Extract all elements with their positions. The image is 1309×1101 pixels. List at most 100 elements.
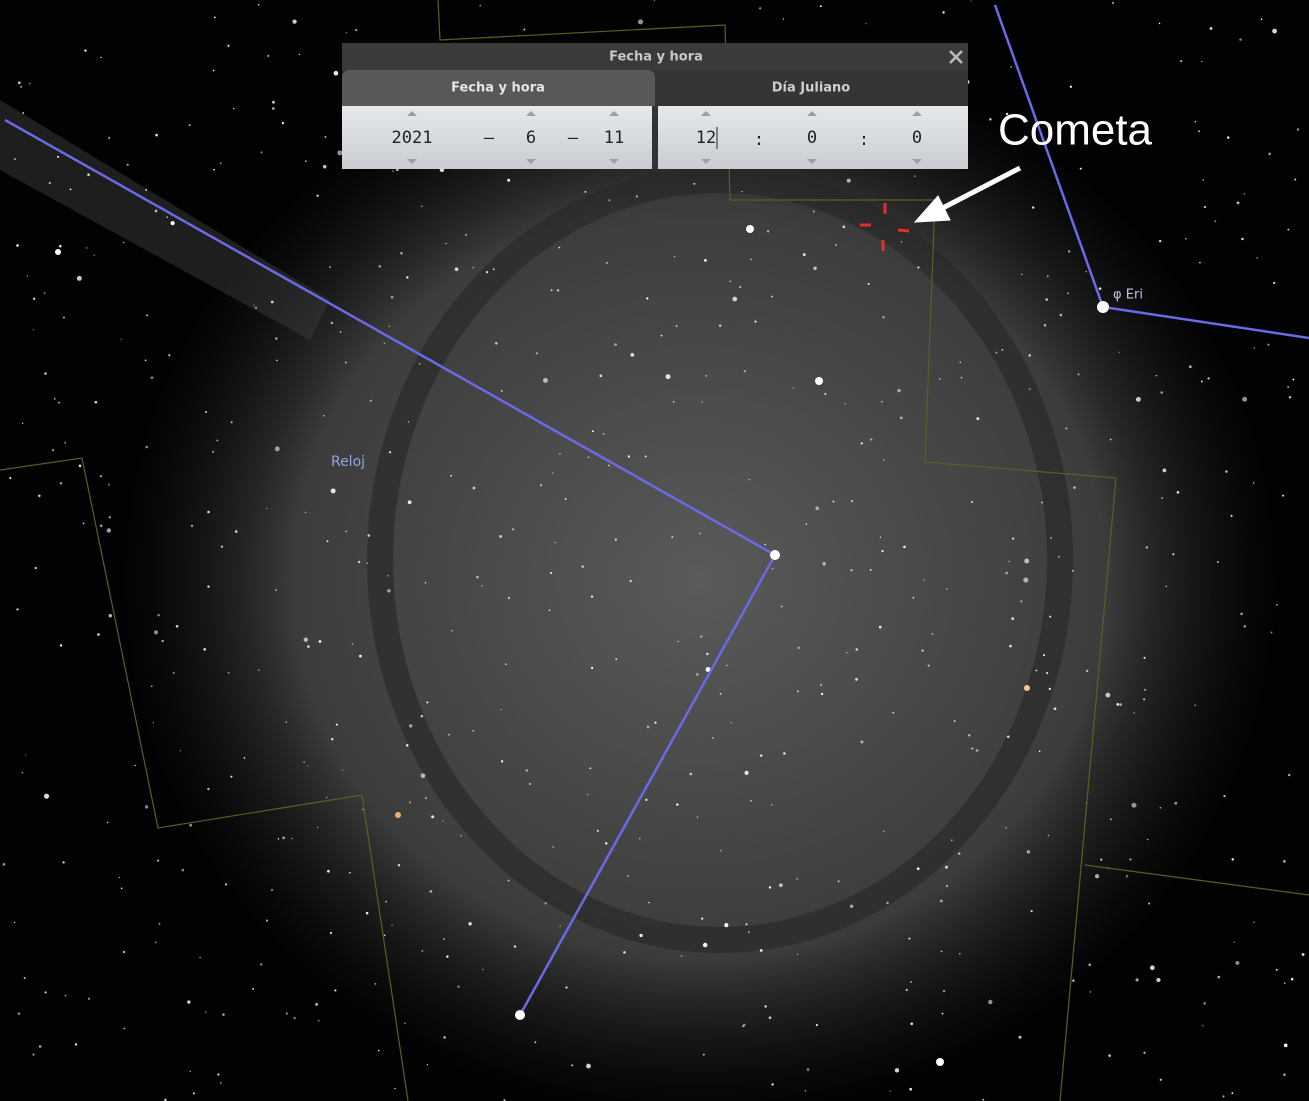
star (345, 32, 348, 34)
star (322, 165, 327, 169)
star (267, 55, 270, 57)
star (754, 320, 757, 323)
annotation-arrow (913, 165, 1022, 223)
spin-down[interactable] (912, 159, 922, 164)
star (552, 846, 554, 848)
second-field[interactable]: 0 (912, 128, 922, 148)
spin-up[interactable] (407, 111, 417, 116)
star (454, 267, 459, 272)
star (465, 233, 467, 236)
star (234, 530, 238, 533)
date-time-dialog: Fecha y hora Fecha y hora Día Juliano 20… (342, 43, 968, 169)
star (931, 632, 934, 635)
spin-down[interactable] (407, 159, 417, 164)
spin-down[interactable] (526, 159, 536, 164)
star (285, 721, 288, 723)
star (1145, 546, 1149, 549)
star (1046, 275, 1049, 278)
star (923, 579, 925, 581)
constellation-label: Reloj (331, 454, 365, 470)
star (1043, 654, 1046, 657)
star (207, 510, 210, 514)
star (1243, 625, 1247, 628)
star (535, 352, 538, 355)
star (155, 133, 158, 137)
star (648, 901, 650, 904)
star (908, 937, 911, 940)
star (1203, 205, 1207, 209)
star (704, 258, 707, 262)
spin-down[interactable] (609, 159, 619, 164)
star (750, 800, 752, 802)
star (145, 445, 149, 449)
star (590, 595, 594, 598)
spin-down[interactable] (807, 159, 817, 164)
star (910, 1022, 914, 1026)
star (252, 988, 255, 990)
spin-up[interactable] (701, 111, 711, 116)
close-button[interactable] (949, 50, 963, 64)
star (271, 889, 273, 891)
star (867, 282, 870, 285)
star (882, 458, 885, 461)
star (500, 708, 502, 711)
day-field[interactable]: 11 (604, 128, 624, 148)
star (584, 190, 587, 193)
star (189, 823, 193, 827)
star (230, 421, 233, 424)
title-bar[interactable] (342, 43, 968, 70)
star (408, 724, 413, 728)
star (1165, 585, 1167, 587)
star (391, 924, 393, 926)
star (1185, 237, 1187, 240)
month-field[interactable]: 6 (526, 128, 536, 148)
star (897, 388, 901, 393)
star (745, 923, 748, 926)
star (796, 953, 799, 956)
star (426, 701, 429, 704)
star (1180, 60, 1183, 63)
star (720, 850, 722, 852)
star (1048, 687, 1052, 691)
star (860, 740, 864, 744)
star (408, 801, 411, 804)
star (1283, 1073, 1286, 1077)
star (1292, 378, 1295, 381)
minute-field[interactable]: 0 (807, 128, 817, 148)
star (806, 1068, 810, 1071)
star (51, 449, 55, 452)
star (1010, 66, 1012, 68)
hour-field[interactable]: 12 (696, 128, 716, 148)
star (351, 643, 354, 645)
star (468, 922, 472, 926)
spin-up[interactable] (807, 111, 817, 116)
spin-up[interactable] (912, 111, 922, 116)
year-field[interactable]: 2021 (392, 128, 433, 148)
star (25, 754, 27, 756)
star (56, 155, 60, 158)
star (1108, 1054, 1111, 1057)
star (38, 1045, 42, 1048)
spin-up[interactable] (526, 111, 536, 116)
star (1038, 750, 1041, 753)
star (257, 3, 260, 6)
star (673, 256, 676, 258)
star (660, 334, 663, 337)
star (860, 442, 863, 445)
star (329, 266, 331, 269)
spin-down[interactable] (701, 159, 711, 164)
star (181, 868, 185, 872)
star (615, 658, 618, 661)
star (1067, 292, 1069, 295)
tab-inactive[interactable] (655, 70, 968, 106)
star (424, 582, 427, 584)
spin-up[interactable] (609, 111, 619, 116)
star (912, 596, 915, 599)
tab-active[interactable] (342, 70, 655, 106)
star (1282, 494, 1285, 497)
star (696, 673, 699, 676)
star (1158, 22, 1161, 25)
star (59, 644, 63, 647)
